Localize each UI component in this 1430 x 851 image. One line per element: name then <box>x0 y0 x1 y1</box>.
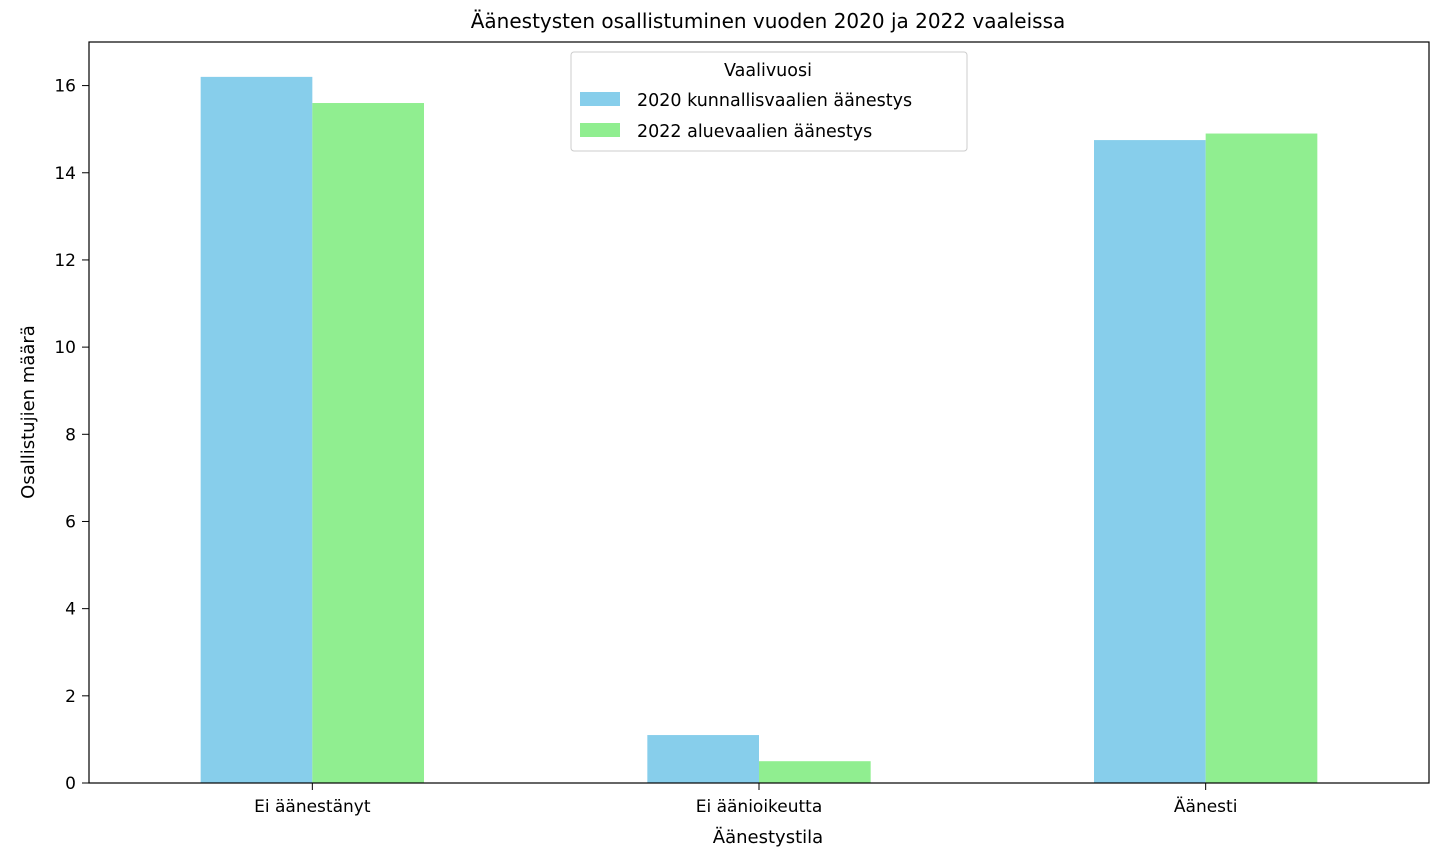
x-tick-label: Ei äänioikeutta <box>696 797 823 817</box>
x-axis-title: Äänestystila <box>713 827 823 848</box>
legend-swatch-2022 <box>580 123 620 137</box>
legend-swatch-2020 <box>580 92 620 106</box>
x-tick-label: Äänesti <box>1174 796 1238 817</box>
chart-title: Äänestysten osallistuminen vuoden 2020 j… <box>471 9 1066 33</box>
y-axis: 0 2 4 6 8 10 12 14 16 <box>54 77 89 794</box>
y-tick-label: 6 <box>65 512 76 532</box>
y-tick-label: 8 <box>65 425 76 445</box>
legend-frame <box>570 51 968 152</box>
legend-label-2022: 2022 aluevaalien äänestys <box>637 122 872 142</box>
y-tick-label: 16 <box>54 77 76 97</box>
bar-2022-1 <box>759 761 871 783</box>
legend-label-2020: 2020 kunnallisvaalien äänestys <box>637 91 912 111</box>
bar-2022-0 <box>312 103 424 783</box>
legend-title: Vaalivuosi <box>724 61 812 81</box>
bar-2020-0 <box>200 76 313 783</box>
y-tick-label: 4 <box>65 600 76 620</box>
bar-2020-1 <box>647 735 759 783</box>
bar-2020-2 <box>1094 140 1206 783</box>
x-axis: Ei äänestänyt Ei äänioikeutta Äänesti <box>254 783 1237 817</box>
x-tick-label: Ei äänestänyt <box>254 797 371 817</box>
y-tick-label: 2 <box>65 687 76 707</box>
y-tick-label: 12 <box>54 251 76 271</box>
bar-2022-2 <box>1205 133 1318 784</box>
legend: Vaalivuosi 2020 kunnallisvaalien äänesty… <box>570 51 968 152</box>
bars-layer <box>200 76 1318 784</box>
y-tick-label: 0 <box>65 774 76 794</box>
y-tick-label: 14 <box>54 164 76 184</box>
y-axis-title: Osallistujien määrä <box>18 325 39 499</box>
y-tick-label: 10 <box>54 338 76 358</box>
